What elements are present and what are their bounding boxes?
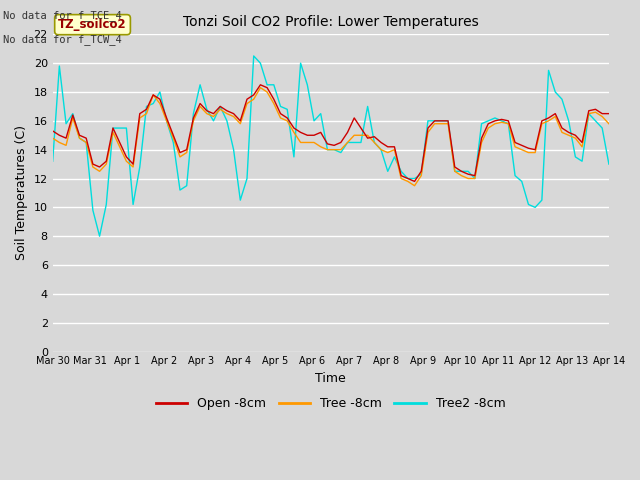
Legend: Open -8cm, Tree -8cm, Tree2 -8cm: Open -8cm, Tree -8cm, Tree2 -8cm (151, 392, 511, 415)
X-axis label: Time: Time (316, 372, 346, 385)
Y-axis label: Soil Temperatures (C): Soil Temperatures (C) (15, 125, 28, 261)
Text: No data for f_TCW_4: No data for f_TCW_4 (3, 34, 122, 45)
Text: TZ_soilco2: TZ_soilco2 (58, 18, 127, 31)
Title: Tonzi Soil CO2 Profile: Lower Temperatures: Tonzi Soil CO2 Profile: Lower Temperatur… (183, 15, 479, 29)
Text: No data for f_TCE_4: No data for f_TCE_4 (3, 10, 122, 21)
